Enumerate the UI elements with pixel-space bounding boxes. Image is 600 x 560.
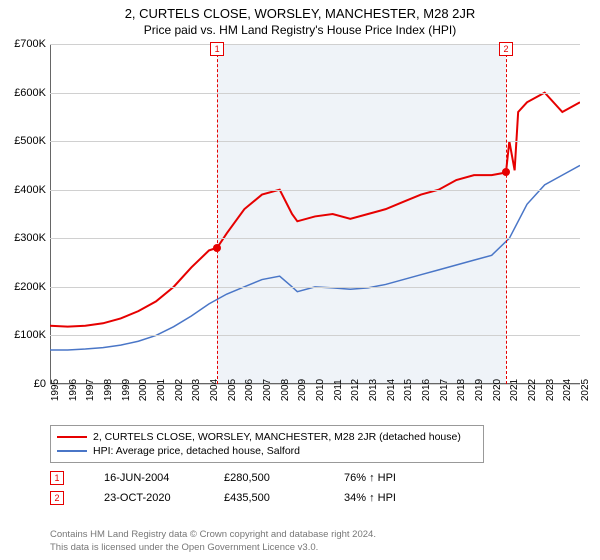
x-tick-label: 2013 [368, 379, 379, 401]
x-tick-label: 2010 [315, 379, 326, 401]
y-tick-label: £500K [14, 135, 46, 147]
marker-point [213, 244, 221, 252]
footer-text: Contains HM Land Registry data © Crown c… [50, 529, 376, 554]
annotation-price: £435,500 [224, 492, 304, 504]
h-gridline [50, 190, 580, 191]
annotation-row: 2 23-OCT-2020 £435,500 34% ↑ HPI [50, 488, 424, 508]
marker-vline [217, 44, 218, 384]
marker-vline [506, 44, 507, 384]
h-gridline [50, 287, 580, 288]
y-tick-label: £100K [14, 329, 46, 341]
h-gridline [50, 141, 580, 142]
x-tick-label: 2003 [191, 379, 202, 401]
y-tick-label: £400K [14, 184, 46, 196]
x-tick-label: 2005 [227, 379, 238, 401]
x-tick-label: 2019 [474, 379, 485, 401]
x-tick-label: 2018 [456, 379, 467, 401]
x-tick-label: 1996 [68, 379, 79, 401]
x-tick-label: 1998 [103, 379, 114, 401]
y-tick-label: £300K [14, 232, 46, 244]
x-tick-label: 2000 [138, 379, 149, 401]
x-tick-label: 1997 [85, 379, 96, 401]
x-tick-label: 2025 [580, 379, 591, 401]
x-tick-label: 1999 [121, 379, 132, 401]
x-tick-label: 2024 [562, 379, 573, 401]
footer-line-2: This data is licensed under the Open Gov… [50, 542, 376, 554]
x-tick-label: 2009 [297, 379, 308, 401]
annotation-pct: 34% ↑ HPI [344, 492, 424, 504]
plot-area: £0£100K£200K£300K£400K£500K£600K£700K199… [50, 44, 580, 384]
chart-container: 2, CURTELS CLOSE, WORSLEY, MANCHESTER, M… [0, 0, 600, 560]
x-tick-label: 2020 [492, 379, 503, 401]
h-gridline [50, 238, 580, 239]
annotation-row: 1 16-JUN-2004 £280,500 76% ↑ HPI [50, 468, 424, 488]
y-tick-label: £600K [14, 87, 46, 99]
annotation-price: £280,500 [224, 472, 304, 484]
x-tick-label: 2004 [209, 379, 220, 401]
x-tick-label: 2002 [174, 379, 185, 401]
line-svg [50, 44, 580, 384]
legend-swatch [57, 450, 87, 452]
annotation-table: 1 16-JUN-2004 £280,500 76% ↑ HPI 2 23-OCT-202… [50, 468, 424, 508]
annotation-pct: 76% ↑ HPI [344, 472, 424, 484]
x-tick-label: 2012 [350, 379, 361, 401]
legend-item: HPI: Average price, detached house, Salf… [57, 444, 477, 458]
legend-label: HPI: Average price, detached house, Salf… [93, 445, 300, 457]
x-tick-label: 2014 [386, 379, 397, 401]
marker-label: 1 [210, 42, 224, 56]
annotation-date: 16-JUN-2004 [104, 472, 184, 484]
annotation-marker: 1 [50, 471, 64, 485]
annotation-marker: 2 [50, 491, 64, 505]
x-tick-label: 2021 [509, 379, 520, 401]
y-tick-label: £0 [34, 378, 46, 390]
h-gridline [50, 93, 580, 94]
legend-swatch [57, 436, 87, 438]
x-tick-label: 2007 [262, 379, 273, 401]
x-tick-label: 2023 [545, 379, 556, 401]
legend-box: 2, CURTELS CLOSE, WORSLEY, MANCHESTER, M… [50, 425, 484, 463]
chart-subtitle: Price paid vs. HM Land Registry's House … [0, 21, 600, 41]
x-tick-label: 2022 [527, 379, 538, 401]
y-tick-label: £700K [14, 38, 46, 50]
x-tick-label: 2011 [333, 379, 344, 401]
x-tick-label: 2008 [280, 379, 291, 401]
x-tick-label: 2017 [439, 379, 450, 401]
chart-title: 2, CURTELS CLOSE, WORSLEY, MANCHESTER, M… [0, 0, 600, 21]
series-price_paid [50, 93, 580, 327]
annotation-date: 23-OCT-2020 [104, 492, 184, 504]
x-tick-label: 2016 [421, 379, 432, 401]
x-tick-label: 1995 [50, 379, 61, 401]
x-tick-label: 2001 [156, 379, 167, 401]
y-tick-label: £200K [14, 281, 46, 293]
footer-line-1: Contains HM Land Registry data © Crown c… [50, 529, 376, 541]
series-hpi [50, 165, 580, 350]
marker-label: 2 [499, 42, 513, 56]
x-tick-label: 2006 [244, 379, 255, 401]
x-tick-label: 2015 [403, 379, 414, 401]
h-gridline [50, 335, 580, 336]
legend-label: 2, CURTELS CLOSE, WORSLEY, MANCHESTER, M… [93, 431, 461, 443]
legend-item: 2, CURTELS CLOSE, WORSLEY, MANCHESTER, M… [57, 430, 477, 444]
marker-point [502, 168, 510, 176]
